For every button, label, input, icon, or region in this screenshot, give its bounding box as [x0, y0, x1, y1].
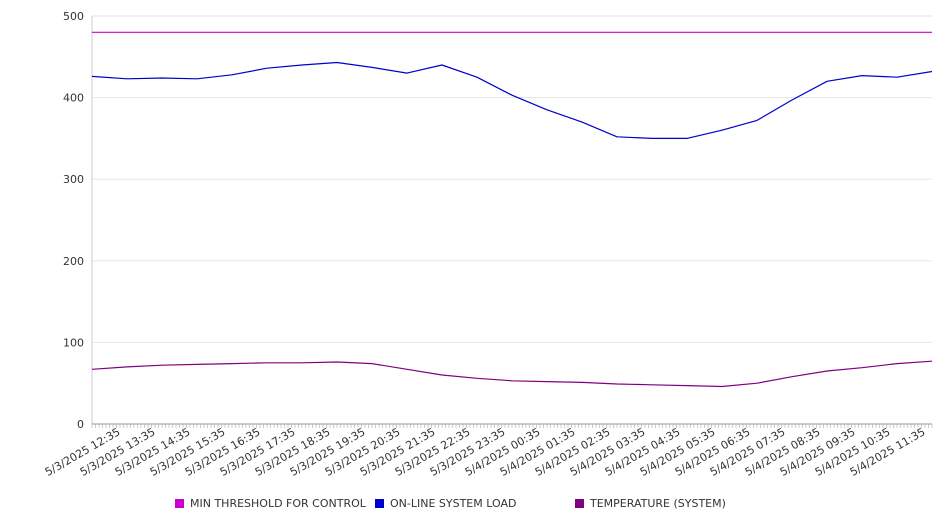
data-point: [441, 64, 443, 66]
data-point: [406, 32, 408, 34]
data-point: [896, 32, 898, 34]
data-point: [126, 78, 128, 80]
data-point: [301, 32, 303, 34]
data-point: [511, 380, 513, 382]
y-tick-label: 200: [63, 255, 84, 268]
data-point: [511, 94, 513, 96]
data-point: [161, 32, 163, 34]
y-tick-label: 500: [63, 10, 84, 23]
data-point: [476, 378, 478, 380]
y-axis-ticks: 0 100 200 300 400 500: [63, 10, 84, 431]
data-point: [896, 363, 898, 365]
data-point: [651, 138, 653, 140]
data-point: [161, 364, 163, 366]
data-point: [721, 129, 723, 131]
data-point: [126, 32, 128, 34]
grid-lines: [92, 15, 932, 425]
data-point: [126, 366, 128, 368]
data-point: [406, 369, 408, 371]
data-point: [616, 383, 618, 385]
y-tick-label: 100: [63, 336, 84, 349]
legend-label-temperature: TEMPERATURE (SYSTEM): [590, 497, 726, 510]
y-tick-label: 300: [63, 173, 84, 186]
legend-item-min-threshold[interactable]: MIN THRESHOLD FOR CONTROL: [175, 497, 366, 510]
legend-item-system-load[interactable]: ON-LINE SYSTEM LOAD: [375, 497, 516, 510]
data-point: [511, 32, 513, 34]
data-point: [196, 32, 198, 34]
data-point: [861, 367, 863, 369]
data-point: [371, 363, 373, 365]
data-point: [196, 364, 198, 366]
data-point: [686, 385, 688, 387]
data-point: [91, 369, 93, 371]
x-axis-ticks: 5/3/2025 12:355/3/2025 13:355/3/2025 14:…: [43, 425, 928, 479]
legend-label-system-load: ON-LINE SYSTEM LOAD: [390, 497, 517, 510]
data-point: [756, 382, 758, 384]
data-point: [826, 32, 828, 34]
data-point: [231, 363, 233, 365]
series-line-2[interactable]: [91, 360, 933, 388]
data-point: [301, 64, 303, 66]
y-tick-label: 400: [63, 92, 84, 105]
data-point: [266, 32, 268, 34]
data-point: [336, 361, 338, 363]
legend-label-min-threshold: MIN THRESHOLD FOR CONTROL: [190, 497, 366, 510]
data-point: [581, 121, 583, 123]
data-point: [931, 32, 933, 34]
legend-swatch-system-load: [375, 499, 384, 508]
series-line-1[interactable]: [91, 61, 933, 139]
legend-swatch-temperature: [575, 499, 584, 508]
data-point: [301, 362, 303, 364]
data-point: [336, 62, 338, 64]
chart-legend: MIN THRESHOLD FOR CONTROL ON-LINE SYSTEM…: [0, 497, 946, 517]
data-point: [651, 384, 653, 386]
data-point: [581, 382, 583, 384]
data-point: [161, 77, 163, 79]
data-point: [476, 76, 478, 78]
data-point: [686, 32, 688, 34]
data-point: [581, 32, 583, 34]
data-point: [546, 381, 548, 383]
data-point: [441, 374, 443, 376]
data-point: [371, 67, 373, 69]
data-point: [861, 32, 863, 34]
data-point: [616, 32, 618, 34]
data-point: [896, 76, 898, 78]
data-point: [336, 32, 338, 34]
data-point: [721, 32, 723, 34]
data-point: [791, 32, 793, 34]
data-point: [791, 99, 793, 101]
data-point: [616, 136, 618, 138]
data-point: [756, 32, 758, 34]
data-point: [931, 71, 933, 73]
data-point: [931, 360, 933, 362]
data-point: [721, 386, 723, 388]
data-point: [406, 72, 408, 74]
data-point: [791, 376, 793, 378]
data-point: [441, 32, 443, 34]
data-point: [686, 138, 688, 140]
data-point: [651, 32, 653, 34]
data-point: [266, 67, 268, 69]
data-point: [91, 32, 93, 34]
data-point: [91, 76, 93, 78]
data-point: [546, 32, 548, 34]
y-tick-label: 0: [77, 418, 84, 431]
data-point: [231, 32, 233, 34]
axes: [91, 16, 933, 428]
data-point: [826, 80, 828, 82]
legend-swatch-min-threshold: [175, 499, 184, 508]
data-point: [826, 370, 828, 372]
data-point: [371, 32, 373, 34]
data-point: [861, 75, 863, 77]
legend-item-temperature[interactable]: TEMPERATURE (SYSTEM): [575, 497, 726, 510]
series-lines: [91, 31, 933, 388]
data-point: [266, 362, 268, 364]
data-point: [546, 109, 548, 111]
data-point: [231, 74, 233, 76]
data-point: [196, 78, 198, 80]
data-point: [756, 120, 758, 122]
data-point: [476, 32, 478, 34]
